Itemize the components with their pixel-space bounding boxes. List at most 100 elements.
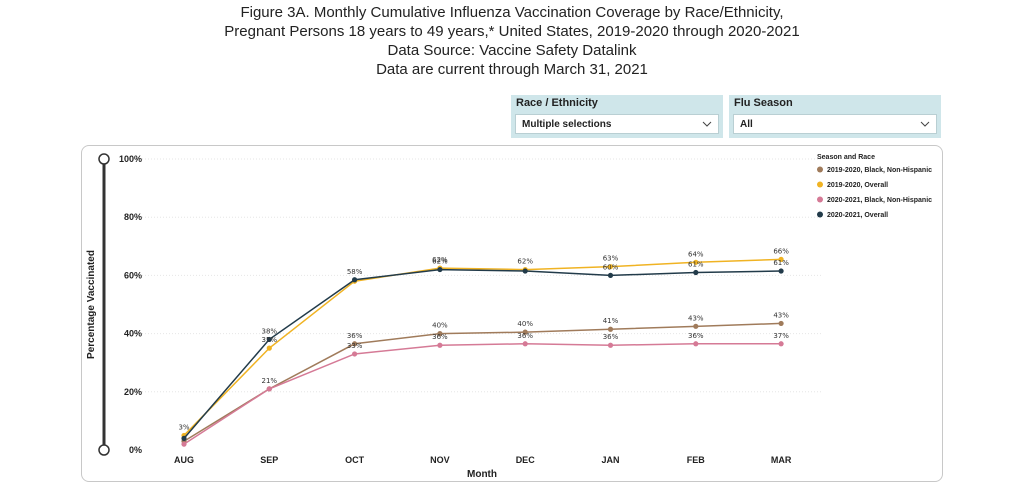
legend-marker[interactable] bbox=[817, 196, 823, 203]
data-label: 35% bbox=[262, 336, 278, 344]
series-line bbox=[183, 343, 782, 445]
data-label: 62% bbox=[432, 256, 448, 264]
data-point[interactable] bbox=[522, 341, 528, 347]
legend-title: Season and Race bbox=[817, 154, 875, 161]
x-tick-label: FEB bbox=[687, 455, 706, 465]
x-tick-label: MAR bbox=[771, 455, 792, 465]
legend-entry[interactable]: 2019-2020, Overall bbox=[827, 182, 888, 189]
series-line bbox=[183, 258, 782, 436]
chevron-down-icon bbox=[702, 121, 712, 127]
data-point[interactable] bbox=[778, 256, 784, 262]
legend-entry[interactable]: 2020-2021, Overall bbox=[827, 212, 888, 219]
series-line bbox=[183, 322, 782, 442]
data-label: 63% bbox=[603, 255, 619, 263]
y-tick-label: 80% bbox=[124, 212, 142, 222]
legend-marker[interactable] bbox=[817, 181, 823, 188]
data-point[interactable] bbox=[607, 272, 614, 278]
x-tick-label: DEC bbox=[516, 455, 536, 465]
data-point[interactable] bbox=[266, 345, 272, 351]
data-label: 60% bbox=[603, 263, 619, 271]
data-point[interactable] bbox=[607, 326, 614, 332]
line-chart: 0% 20% 40% 60% 80% 100% AUG SEP OCT NOV DEC JAN FEB M… bbox=[86, 153, 932, 480]
data-label: 36% bbox=[688, 332, 704, 340]
data-label: 43% bbox=[688, 314, 704, 322]
data-label: 40% bbox=[432, 322, 448, 330]
chart-card: 0% 20% 40% 60% 80% 100% AUG SEP OCT NOV DEC JAN FEB M… bbox=[81, 145, 943, 482]
data-point[interactable] bbox=[522, 268, 528, 274]
data-label: 36% bbox=[347, 332, 363, 340]
data-label: 41% bbox=[603, 317, 619, 325]
series-line bbox=[183, 268, 782, 439]
legend-marker[interactable] bbox=[817, 166, 823, 173]
legend-entry[interactable]: 2019-2020, Black, Non-Hispanic bbox=[827, 167, 932, 174]
data-point[interactable] bbox=[522, 329, 528, 335]
y-tick-label: 100% bbox=[119, 154, 142, 164]
x-tick-label: NOV bbox=[430, 455, 450, 465]
data-point[interactable] bbox=[181, 435, 187, 441]
x-tick-label: AUG bbox=[174, 455, 194, 465]
data-label: 36% bbox=[603, 333, 619, 341]
data-label: 61% bbox=[773, 259, 789, 267]
data-label: 3% bbox=[178, 423, 189, 431]
data-point[interactable] bbox=[352, 341, 358, 347]
data-point[interactable] bbox=[266, 386, 272, 392]
data-label: 38% bbox=[262, 327, 278, 335]
data-point[interactable] bbox=[693, 259, 699, 265]
data-point[interactable] bbox=[437, 266, 443, 273]
title-line-2: Pregnant Persons 18 years to 49 years,* … bbox=[224, 23, 800, 40]
y-axis-title: Percentage Vaccinated bbox=[86, 250, 97, 359]
chevron-down-icon bbox=[920, 121, 930, 127]
race-ethnicity-filter-label: Race / Ethnicity bbox=[516, 97, 598, 109]
data-label: 36% bbox=[517, 332, 533, 340]
x-tick-label: JAN bbox=[601, 455, 619, 465]
race-ethnicity-filter: Race / Ethnicity Multiple selections bbox=[511, 95, 723, 138]
data-point[interactable] bbox=[778, 320, 784, 327]
data-point[interactable] bbox=[437, 342, 443, 348]
data-point[interactable] bbox=[607, 342, 614, 348]
data-label: 21% bbox=[262, 377, 278, 385]
data-label: 61% bbox=[688, 260, 704, 268]
title-line-1: Figure 3A. Monthly Cumulative Influenza … bbox=[240, 4, 784, 21]
data-point[interactable] bbox=[181, 441, 187, 447]
data-point[interactable] bbox=[352, 351, 358, 357]
data-point[interactable] bbox=[352, 277, 358, 283]
y-tick-label: 40% bbox=[124, 329, 142, 339]
data-label: 40% bbox=[517, 320, 533, 328]
data-source-line: Data Source: Vaccine Safety Datalink bbox=[387, 42, 637, 59]
y-tick-label: 0% bbox=[129, 445, 142, 455]
legend-entry[interactable]: 2020-2021, Black, Non-Hispanic bbox=[827, 197, 932, 204]
data-point[interactable] bbox=[693, 341, 699, 347]
data-label: 62% bbox=[517, 258, 533, 266]
data-point[interactable] bbox=[437, 331, 443, 337]
data-label: 36% bbox=[432, 333, 448, 341]
data-point[interactable] bbox=[693, 269, 699, 276]
flu-season-selected-value: All bbox=[740, 119, 753, 130]
data-label: 66% bbox=[773, 247, 789, 255]
data-label: 33% bbox=[347, 342, 363, 350]
data-label: 37% bbox=[773, 332, 789, 340]
data-label: 62% bbox=[432, 258, 448, 266]
data-point[interactable] bbox=[607, 264, 614, 270]
data-label: 64% bbox=[688, 250, 704, 258]
y-range-slider-bottom-handle[interactable] bbox=[98, 444, 110, 456]
race-ethnicity-dropdown[interactable]: Multiple selections bbox=[515, 114, 719, 134]
data-currency-line: Data are current through March 31, 2021 bbox=[376, 61, 648, 78]
data-point[interactable] bbox=[778, 268, 784, 274]
data-point[interactable] bbox=[693, 323, 699, 329]
data-label: 43% bbox=[773, 311, 789, 319]
legend-marker[interactable] bbox=[817, 211, 823, 218]
y-tick-label: 20% bbox=[124, 387, 142, 397]
data-label: 58% bbox=[347, 268, 363, 276]
x-axis-title: Month bbox=[467, 469, 497, 480]
y-tick-label: 60% bbox=[124, 270, 142, 280]
race-ethnicity-selected-value: Multiple selections bbox=[522, 119, 612, 130]
data-point[interactable] bbox=[266, 336, 272, 343]
flu-season-dropdown[interactable]: All bbox=[733, 114, 937, 134]
flu-season-filter: Flu Season All bbox=[729, 95, 941, 138]
chart-title-block: Figure 3A. Monthly Cumulative Influenza … bbox=[0, 3, 1024, 79]
y-range-slider-top-handle[interactable] bbox=[98, 153, 110, 165]
x-tick-label: SEP bbox=[260, 455, 278, 465]
x-tick-label: OCT bbox=[345, 455, 365, 465]
data-point[interactable] bbox=[778, 341, 784, 347]
flu-season-filter-label: Flu Season bbox=[734, 97, 793, 109]
